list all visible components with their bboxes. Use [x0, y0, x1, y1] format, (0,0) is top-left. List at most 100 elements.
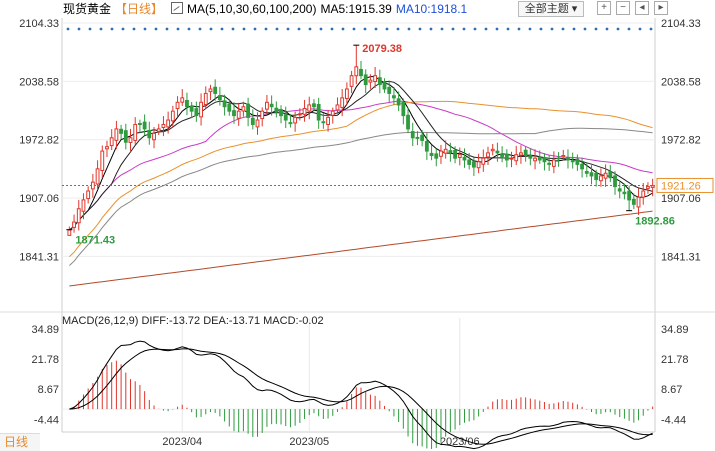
candle-body — [189, 105, 194, 112]
candle-body — [424, 140, 429, 152]
price-tick-left: 2104.33 — [19, 18, 59, 30]
candle-body — [105, 146, 109, 150]
candle-body — [410, 131, 415, 139]
theme-dropdown-button[interactable]: 全部主题 ▾ — [518, 1, 584, 17]
event-dot — [649, 27, 653, 31]
candle-body — [377, 77, 382, 86]
scroll-left-icon[interactable]: ◂ — [635, 1, 649, 15]
candle-body — [617, 188, 622, 192]
candle-body — [627, 190, 632, 201]
event-dot — [275, 27, 279, 31]
candle-body — [481, 157, 486, 165]
event-dot — [616, 27, 620, 31]
annotation-label: 1892.86 — [635, 216, 675, 228]
candle-body — [133, 123, 138, 141]
ma100-line — [69, 127, 653, 266]
candle-body — [142, 121, 147, 130]
event-dot — [88, 27, 92, 31]
event-dot — [517, 27, 521, 31]
event-dot — [583, 27, 587, 31]
candle-body — [307, 104, 312, 112]
event-dot — [242, 27, 246, 31]
ma10-line — [69, 80, 653, 231]
candle-body — [349, 75, 354, 87]
candle-body — [232, 110, 236, 117]
candle-body — [439, 150, 443, 157]
event-dot — [418, 27, 422, 31]
candle-body — [81, 199, 86, 212]
candle-body — [500, 154, 505, 157]
candle-body — [321, 121, 326, 124]
zoom-in-icon[interactable]: + — [597, 1, 611, 15]
event-dot — [363, 27, 367, 31]
candle-body — [523, 149, 528, 157]
ma30-line — [69, 100, 653, 231]
candle-body — [434, 153, 439, 159]
candle-body — [420, 134, 425, 141]
candle-body — [490, 148, 495, 152]
candle-body — [330, 110, 335, 116]
instrument-title: 现货黄金 — [63, 2, 112, 16]
candle-body — [279, 109, 283, 117]
candle-body — [354, 66, 359, 77]
event-dot — [308, 27, 312, 31]
macd-tick-right: 21.78 — [661, 354, 689, 366]
price-tick-right: 2104.33 — [661, 18, 701, 30]
event-dot — [407, 27, 411, 31]
candle-body — [312, 103, 316, 108]
event-dot — [319, 27, 323, 31]
event-dot — [539, 27, 543, 31]
candle-body — [255, 119, 260, 128]
candle-body — [213, 86, 218, 94]
candle-body — [185, 100, 189, 108]
candle-body — [566, 157, 570, 161]
event-dot — [220, 27, 224, 31]
event-dot — [572, 27, 576, 31]
price-tick-left: 1972.82 — [19, 135, 59, 147]
event-dot — [143, 27, 147, 31]
candle-body — [293, 116, 298, 124]
price-tick-right: 2038.58 — [661, 76, 701, 88]
candle-body — [138, 123, 142, 126]
event-dot — [286, 27, 290, 31]
candle-body — [467, 159, 472, 165]
candle-body — [114, 128, 119, 141]
event-dot — [528, 27, 532, 31]
candle-body — [406, 114, 410, 130]
event-dot — [605, 27, 609, 31]
event-dot — [451, 27, 455, 31]
macd-tick-left: 8.67 — [38, 384, 59, 396]
candle-body — [580, 163, 584, 170]
candle-body — [180, 97, 185, 103]
candle-body — [363, 74, 368, 86]
current-price-box — [656, 177, 714, 193]
zoom-out-icon[interactable]: − — [616, 1, 630, 15]
ma5-line — [69, 76, 653, 231]
candle-body — [194, 108, 199, 117]
ma-toggle-icon[interactable] — [171, 2, 184, 14]
candle-body — [594, 172, 599, 180]
event-dot — [440, 27, 444, 31]
event-dot — [561, 27, 565, 31]
period-label[interactable]: 【日线】 — [115, 2, 164, 16]
candle-body — [241, 106, 246, 112]
event-dot — [330, 27, 334, 31]
macd-header: MACD(26,12,9) DIFF:-13.72 DEA:-13.71 MAC… — [62, 315, 324, 327]
candle-body — [631, 198, 636, 205]
candle-body — [622, 191, 627, 195]
event-dot — [264, 27, 268, 31]
candle-body — [175, 101, 180, 110]
candle-body — [387, 86, 392, 94]
candle-body — [67, 229, 72, 236]
candle-body — [570, 160, 575, 163]
period-switch-button[interactable]: 日线 — [0, 433, 40, 451]
event-dot — [209, 27, 213, 31]
candle-body — [396, 98, 401, 106]
scroll-right-icon[interactable]: ▸ — [654, 1, 668, 15]
candle-body — [401, 101, 406, 117]
candle-body — [297, 113, 302, 116]
ma-settings-label: MA(5,10,30,60,100,200) — [187, 2, 317, 16]
price-tick-left: 1841.31 — [19, 251, 59, 263]
event-dot — [638, 27, 642, 31]
